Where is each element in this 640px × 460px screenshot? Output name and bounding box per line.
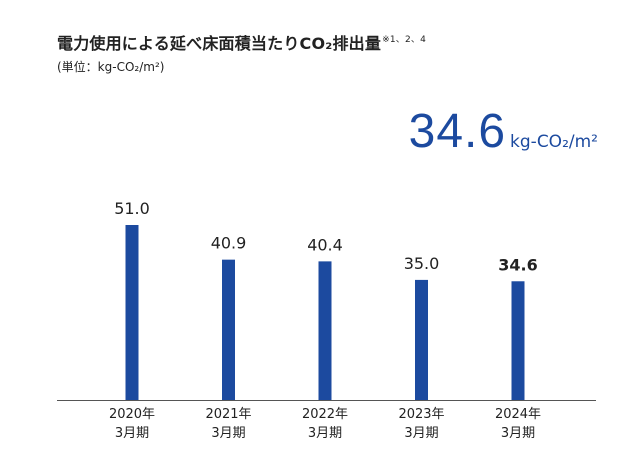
data-label: 34.6 — [498, 255, 537, 274]
data-label: 51.0 — [114, 199, 150, 218]
tick-label: 2020年 — [109, 407, 155, 422]
bar — [222, 259, 235, 400]
tick-label: 3月期 — [211, 426, 245, 441]
highlight-unit: kg-CO₂/m² — [510, 132, 598, 152]
data-label: 40.4 — [307, 235, 343, 254]
bar — [511, 281, 525, 400]
tick-label: 2022年 — [302, 407, 348, 422]
chart-title-text: 電力使用による延べ床面積当たりCO₂排出量 — [57, 34, 382, 53]
highlight-value: 34.6 kg-CO₂/m² — [409, 104, 598, 159]
chart-title: 電力使用による延べ床面積当たりCO₂排出量※1、2、4 — [57, 30, 426, 54]
tick-label: 3月期 — [115, 426, 149, 441]
data-label: 40.9 — [211, 234, 247, 253]
footnote-mark: ※1、2、4 — [382, 35, 426, 45]
unit-label: (単位：kg-CO₂/m²) — [57, 60, 165, 74]
bar — [125, 225, 139, 400]
tick-label: 2024年 — [495, 407, 541, 422]
tick-label: 2023年 — [398, 407, 444, 422]
tick-label: 3月期 — [404, 426, 438, 441]
data-label: 35.0 — [404, 254, 440, 273]
highlight-number: 34.6 — [408, 105, 507, 158]
tick-label: 3月期 — [308, 426, 342, 441]
bar — [318, 261, 332, 400]
bar — [415, 279, 428, 400]
tick-label: 3月期 — [501, 426, 535, 441]
tick-label: 2021年 — [205, 407, 251, 422]
